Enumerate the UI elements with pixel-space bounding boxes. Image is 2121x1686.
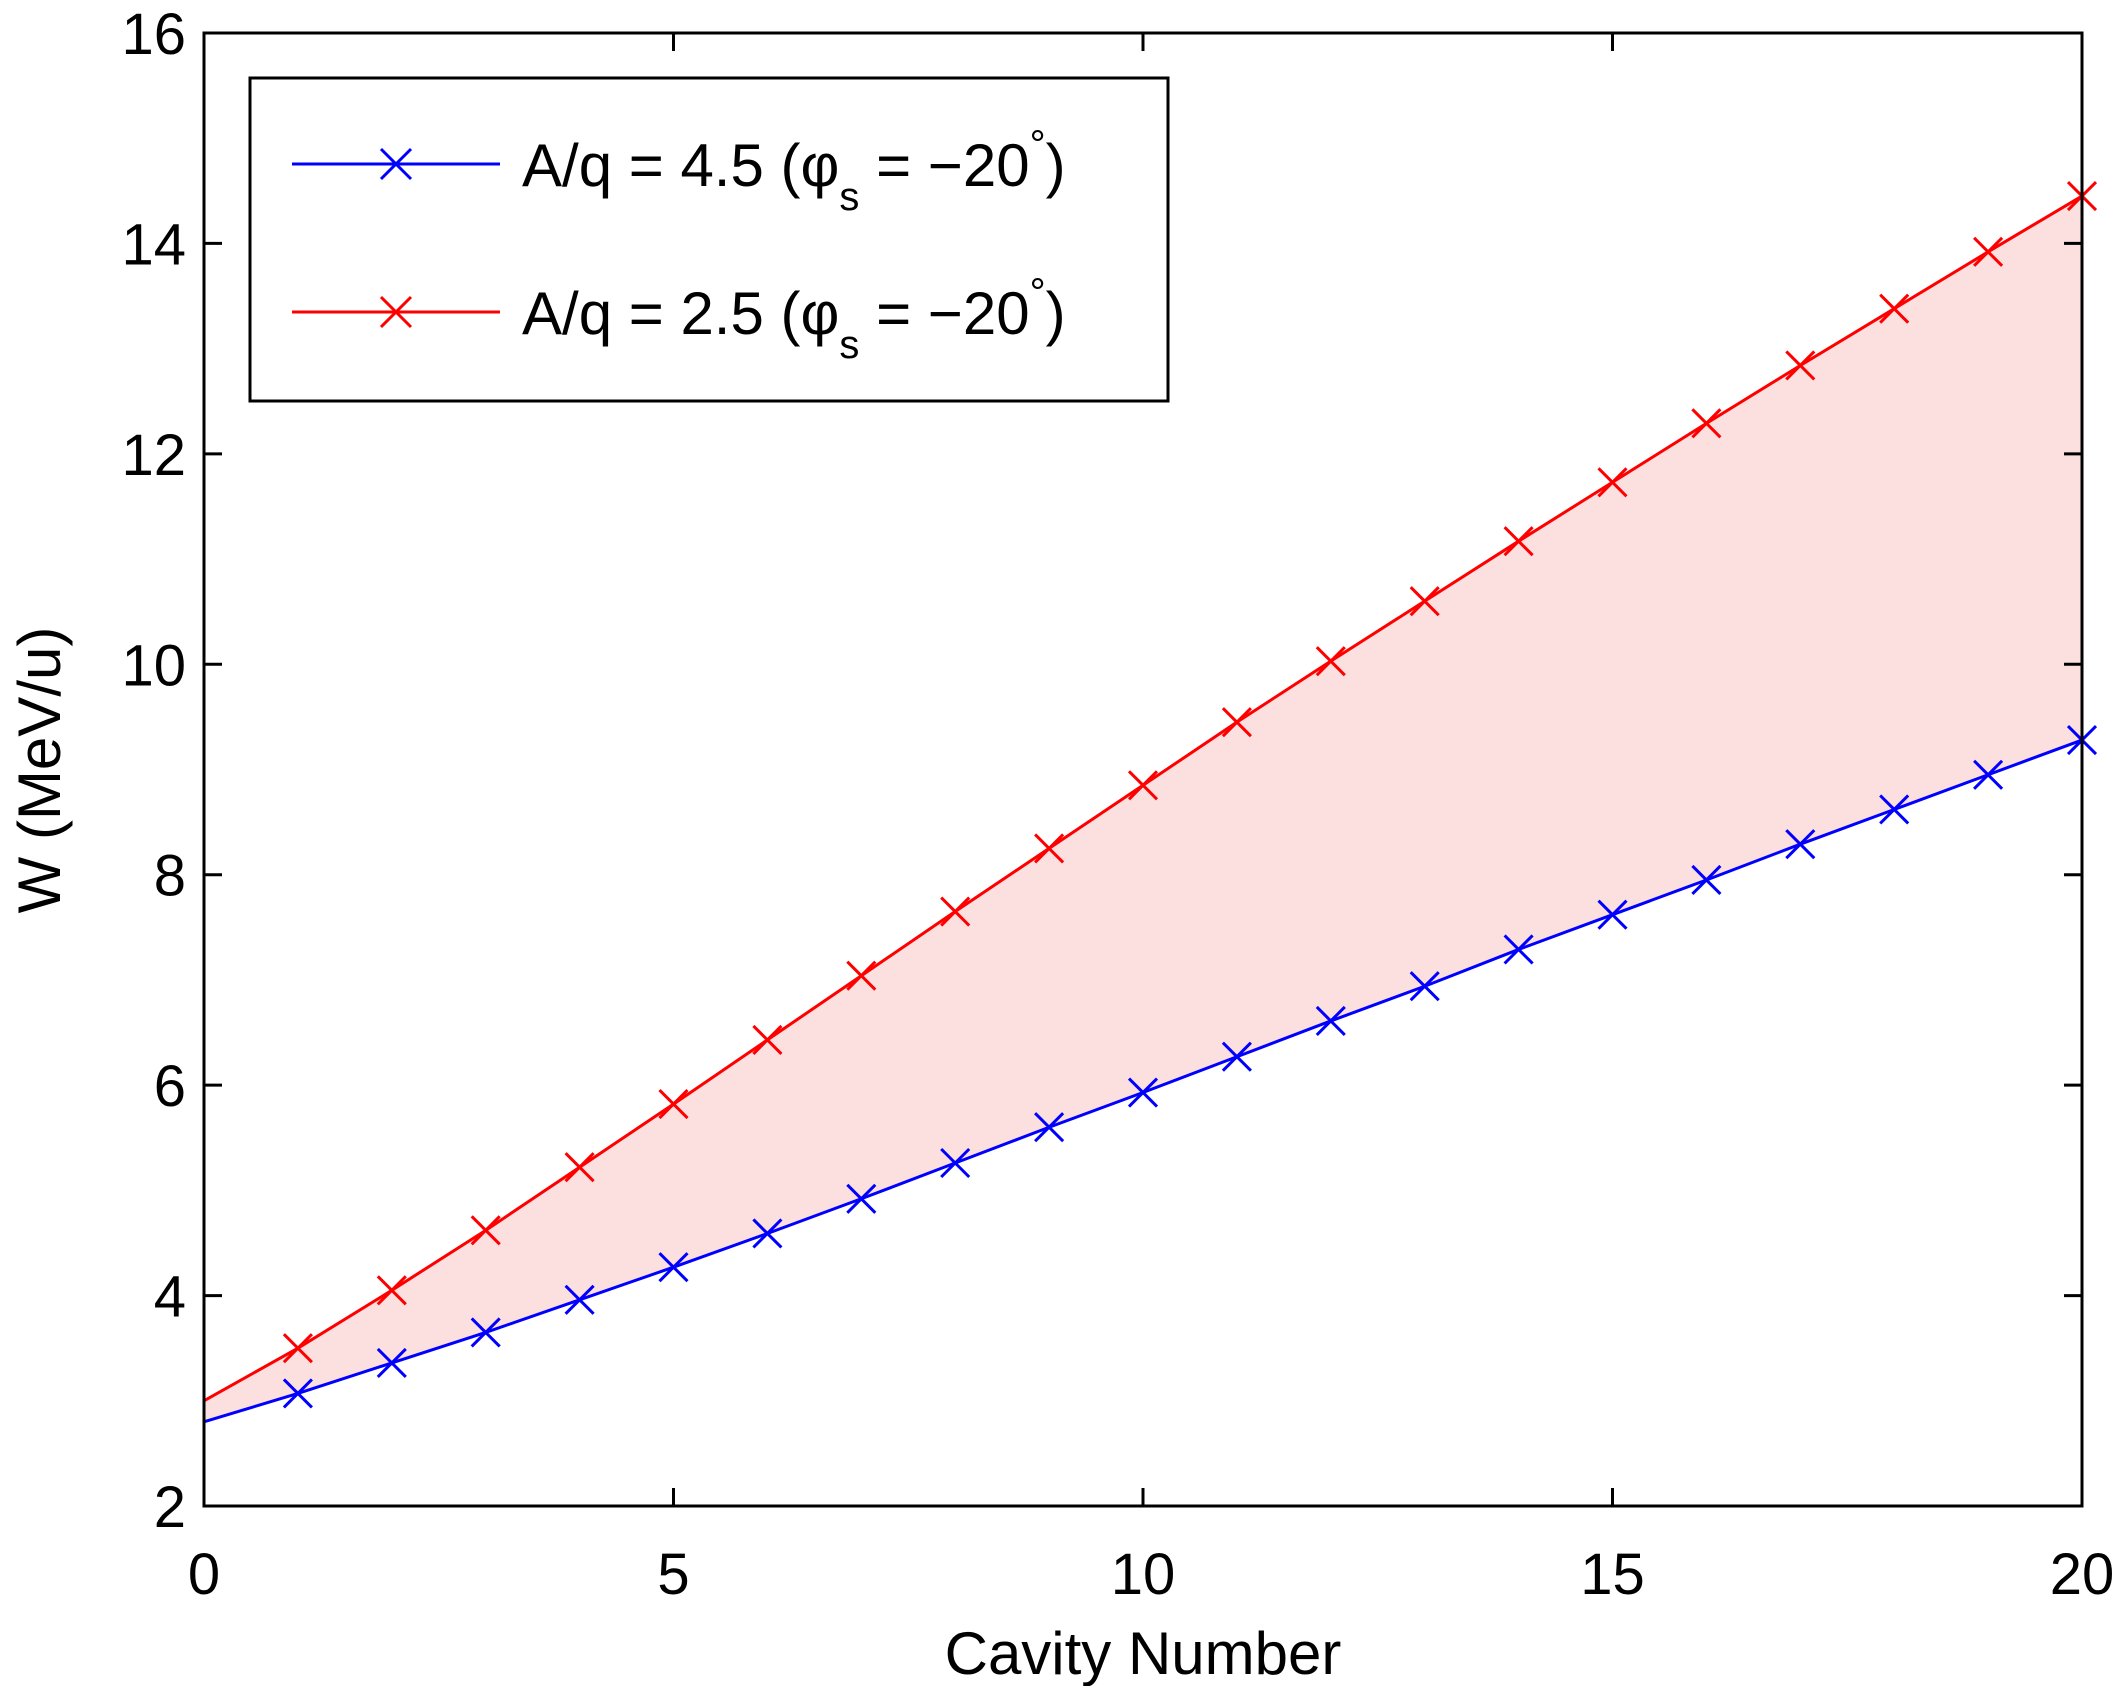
legend-label-degree: °: [1030, 123, 1046, 167]
legend-label-close: ): [1046, 132, 1066, 199]
legend-label-series-2: A/q = 2.5 (φs = −20°): [522, 271, 1066, 367]
data-point-series-2: [1691, 408, 1722, 439]
data-point-series-2: [470, 1215, 501, 1246]
legend: A/q = 4.5 (φs = −20°) A/q = 2.5 (φs = −2…: [248, 76, 1170, 403]
legend-label-series-1: A/q = 4.5 (φs = −20°): [522, 123, 1066, 219]
data-point-series-2: [376, 1275, 407, 1306]
x-tick-label: 15: [1580, 1542, 1645, 1607]
legend-marker-series-1: [379, 147, 413, 181]
data-point-series-1: [1409, 971, 1440, 1002]
data-point-series-1: [1973, 759, 2004, 790]
legend-label-phi: φ: [801, 132, 840, 199]
data-point-series-2: [940, 896, 971, 927]
data-point-series-1: [282, 1378, 313, 1409]
legend-label-equals: = −20: [859, 132, 1029, 199]
legend-label-equals: = −20: [859, 280, 1029, 347]
data-point-series-2: [1597, 467, 1628, 498]
legend-label-main: A/q = 2.5 (: [522, 280, 801, 347]
data-point-series-2: [1409, 586, 1440, 617]
data-point-series-2: [1315, 646, 1346, 677]
legend-label-close: ): [1046, 280, 1066, 347]
data-point-series-1: [658, 1252, 689, 1283]
data-point-series-2: [282, 1333, 313, 1364]
data-point-series-1: [940, 1147, 971, 1179]
data-point-series-1: [1597, 899, 1628, 930]
x-tick-label: 20: [2050, 1542, 2115, 1607]
legend-label-main: A/q = 4.5 (: [522, 132, 801, 199]
fill-between-area: [204, 196, 2082, 1422]
axis-ticks: 0 5 10 15 20 2 4 6 8 10 12 14 16: [121, 2, 2114, 1607]
data-point-series-2: [846, 960, 877, 991]
data-point-series-2: [564, 1152, 595, 1183]
legend-label-phi: φ: [801, 280, 840, 347]
data-point-series-1: [1785, 829, 1816, 860]
y-tick-label: 14: [121, 212, 186, 277]
data-point-series-1: [1127, 1077, 1159, 1108]
x-tick-label: 0: [188, 1542, 220, 1607]
data-point-series-1: [376, 1347, 407, 1378]
legend-marker-series-2: [379, 295, 413, 329]
data-point-series-2: [1973, 236, 2004, 267]
data-point-series-1: [1503, 934, 1534, 965]
x-tick-label: 10: [1111, 1542, 1176, 1607]
legend-label-subscript: s: [839, 175, 859, 219]
data-point-series-1: [1315, 1005, 1346, 1037]
y-axis-title: W (MeV/u): [6, 627, 73, 914]
data-point-series-1: [564, 1284, 595, 1315]
y-tick-label: 12: [121, 423, 186, 488]
y-tick-label: 6: [154, 1054, 186, 1119]
data-point-series-1: [1691, 864, 1722, 896]
data-point-series-1: [1879, 794, 1910, 825]
x-axis-title: Cavity Number: [945, 1620, 1342, 1686]
data-point-series-1: [1034, 1112, 1065, 1143]
data-point-series-2: [1785, 350, 1816, 381]
data-point-series-1: [470, 1317, 501, 1348]
y-tick-label: 2: [154, 1475, 186, 1540]
legend-box: [248, 76, 1170, 403]
data-point-series-2: [1127, 770, 1159, 801]
legend-label-degree: °: [1030, 271, 1046, 315]
y-tick-label: 4: [154, 1265, 186, 1330]
data-point-series-1: [1221, 1041, 1252, 1072]
data-point-series-2: [1034, 833, 1065, 864]
data-point-series-2: [1221, 707, 1252, 738]
data-point-series-1: [846, 1183, 877, 1214]
x-tick-label: 5: [657, 1542, 689, 1607]
y-tick-label: 16: [121, 2, 186, 67]
y-tick-label: 10: [121, 633, 186, 698]
data-point-series-2: [1879, 293, 1910, 324]
plot-area: [203, 181, 2098, 1424]
data-point-series-2: [1503, 526, 1534, 557]
data-point-series-2: [658, 1089, 689, 1120]
data-point-series-2: [752, 1024, 783, 1055]
legend-label-subscript: s: [839, 323, 859, 367]
data-point-series-1: [752, 1218, 783, 1249]
y-tick-label: 8: [154, 844, 186, 909]
